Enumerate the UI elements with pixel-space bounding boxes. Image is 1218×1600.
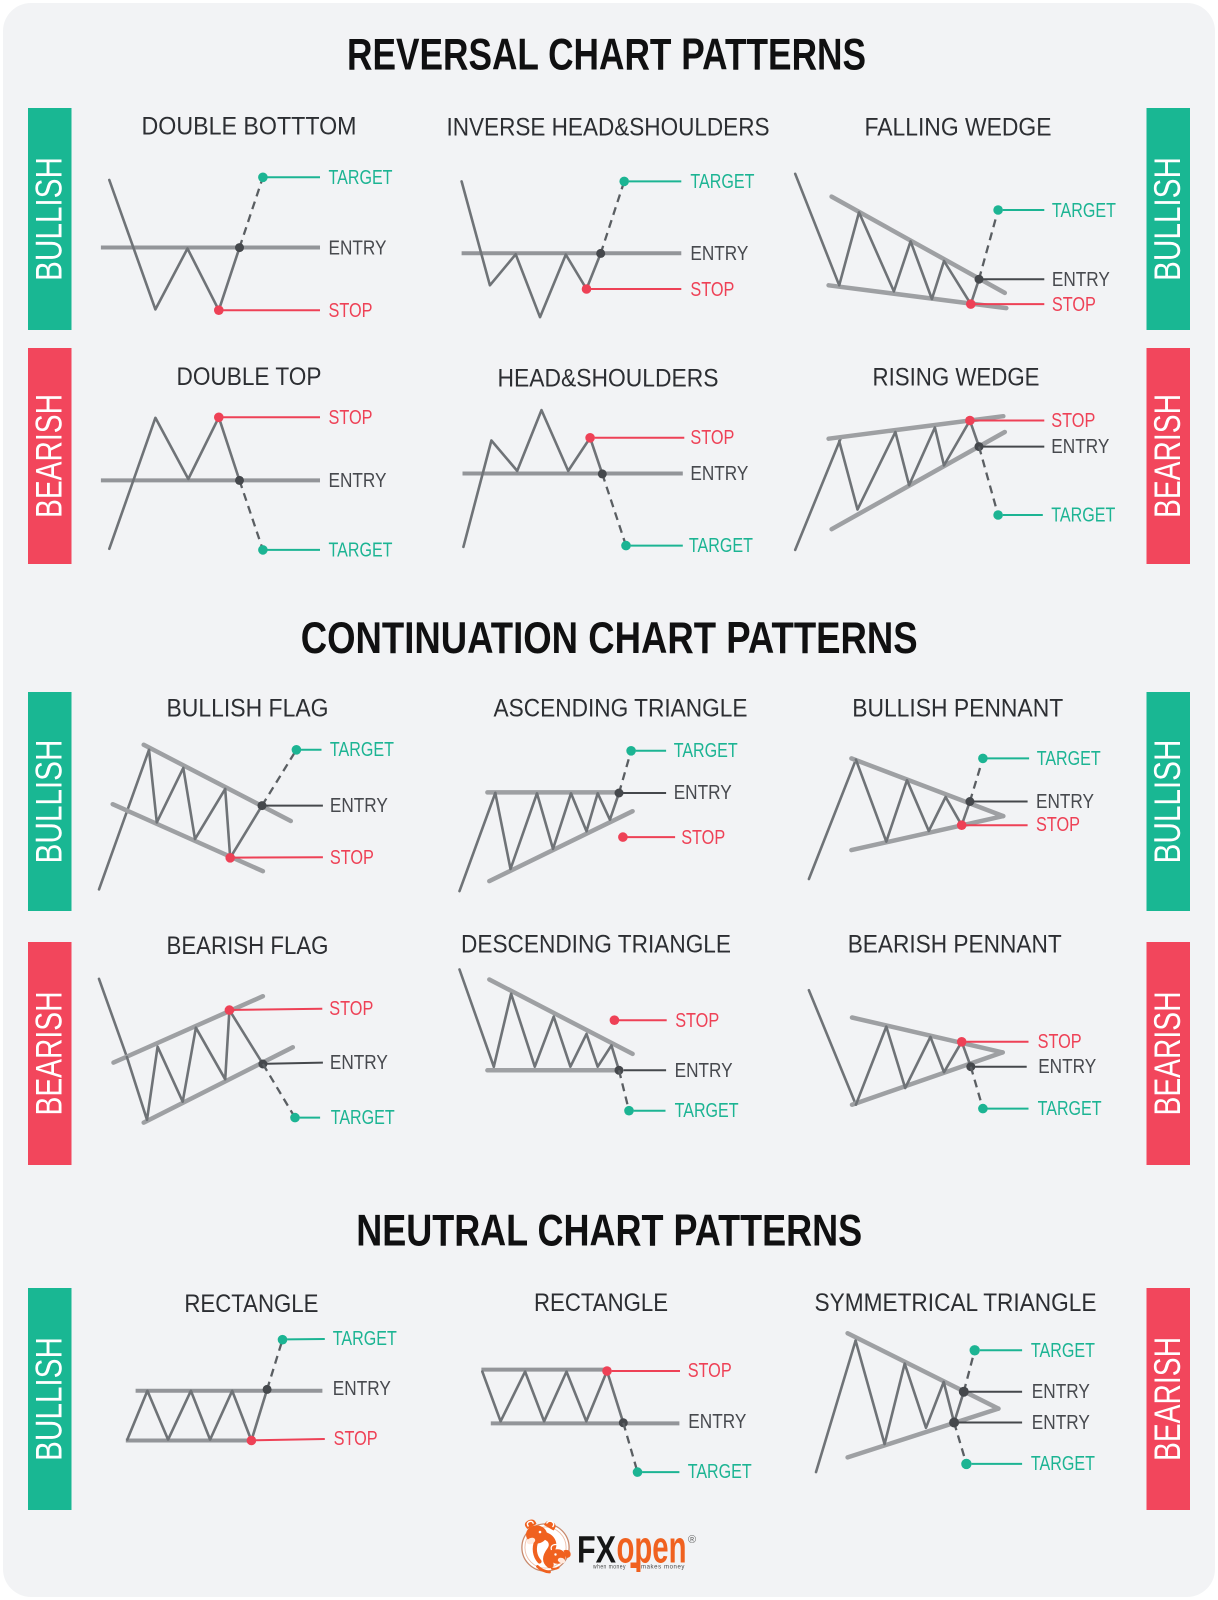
svg-text:SYMMETRICAL TRIANGLE: SYMMETRICAL TRIANGLE — [815, 1289, 1097, 1317]
svg-text:FX: FX — [577, 1530, 617, 1572]
svg-text:TARGET: TARGET — [331, 1107, 395, 1129]
svg-text:®: ® — [688, 1534, 696, 1546]
svg-text:BULLISH FLAG: BULLISH FLAG — [167, 695, 329, 723]
svg-text:TARGET: TARGET — [1051, 504, 1115, 526]
svg-text:ENTRY: ENTRY — [1036, 791, 1094, 813]
svg-text:INVERSE HEAD&SHOULDERS: INVERSE HEAD&SHOULDERS — [447, 114, 770, 142]
svg-text:BULLISH PENNANT: BULLISH PENNANT — [852, 695, 1063, 723]
svg-text:RISING WEDGE: RISING WEDGE — [873, 363, 1040, 391]
svg-text:DOUBLE BOTTTOM: DOUBLE BOTTTOM — [142, 113, 357, 141]
svg-text:STOP: STOP — [681, 827, 725, 849]
svg-text:CONTINUATION CHART PATTERNS: CONTINUATION CHART PATTERNS — [301, 614, 918, 663]
svg-text:TARGET: TARGET — [1031, 1453, 1095, 1475]
svg-text:STOP: STOP — [329, 300, 373, 322]
svg-text:ENTRY: ENTRY — [1052, 269, 1110, 291]
svg-text:TARGET: TARGET — [333, 1328, 397, 1350]
svg-text:ASCENDING TRIANGLE: ASCENDING TRIANGLE — [494, 695, 748, 723]
svg-text:ENTRY: ENTRY — [329, 237, 387, 259]
svg-text:RECTANGLE: RECTANGLE — [534, 1289, 668, 1317]
svg-text:DOUBLE TOP: DOUBLE TOP — [177, 363, 322, 391]
svg-text:ENTRY: ENTRY — [690, 243, 748, 265]
svg-text:ENTRY: ENTRY — [1032, 1381, 1090, 1403]
svg-text:REVERSAL CHART PATTERNS: REVERSAL CHART PATTERNS — [347, 30, 866, 79]
svg-text:DESCENDING TRIANGLE: DESCENDING TRIANGLE — [461, 930, 731, 958]
svg-text:BEARISH: BEARISH — [1147, 1337, 1188, 1461]
svg-text:HEAD&SHOULDERS: HEAD&SHOULDERS — [498, 365, 719, 393]
svg-text:TARGET: TARGET — [674, 740, 738, 762]
svg-text:STOP: STOP — [1036, 814, 1080, 836]
svg-text:BEARISH PENNANT: BEARISH PENNANT — [848, 930, 1062, 958]
svg-text:BULLISH: BULLISH — [1147, 157, 1188, 281]
svg-text:ENTRY: ENTRY — [329, 470, 387, 492]
svg-text:STOP: STOP — [329, 998, 373, 1020]
svg-text:makes money: makes money — [641, 1564, 685, 1571]
svg-text:TARGET: TARGET — [329, 167, 393, 189]
svg-text:when money: when money — [592, 1564, 626, 1571]
svg-text:TARGET: TARGET — [689, 535, 753, 557]
svg-text:BULLISH: BULLISH — [28, 1337, 69, 1461]
svg-text:ENTRY: ENTRY — [330, 1052, 388, 1074]
svg-text:BULLISH: BULLISH — [1147, 740, 1188, 864]
svg-text:BEARISH: BEARISH — [1147, 394, 1188, 518]
svg-text:STOP: STOP — [1052, 294, 1096, 316]
svg-text:BULLISH: BULLISH — [28, 740, 69, 864]
svg-text:TARGET: TARGET — [1038, 1098, 1102, 1120]
svg-text:ENTRY: ENTRY — [330, 795, 388, 817]
svg-text:BULLISH: BULLISH — [28, 157, 69, 281]
svg-text:BEARISH FLAG: BEARISH FLAG — [167, 932, 329, 960]
svg-text:STOP: STOP — [675, 1010, 719, 1032]
svg-text:STOP: STOP — [1038, 1031, 1082, 1053]
svg-text:ENTRY: ENTRY — [675, 1060, 733, 1082]
svg-text:TARGET: TARGET — [690, 171, 754, 193]
svg-text:NEUTRAL CHART PATTERNS: NEUTRAL CHART PATTERNS — [356, 1207, 862, 1256]
svg-text:STOP: STOP — [690, 279, 734, 301]
svg-text:ENTRY: ENTRY — [674, 782, 732, 804]
svg-text:ENTRY: ENTRY — [333, 1378, 391, 1400]
svg-text:BEARISH: BEARISH — [1147, 992, 1188, 1116]
svg-text:TARGET: TARGET — [1031, 1340, 1095, 1362]
svg-text:TARGET: TARGET — [329, 539, 393, 561]
svg-text:TARGET: TARGET — [688, 1461, 752, 1483]
svg-text:BEARISH: BEARISH — [28, 394, 69, 518]
svg-text:STOP: STOP — [330, 847, 374, 869]
svg-text:STOP: STOP — [688, 1360, 732, 1382]
svg-text:STOP: STOP — [1051, 410, 1095, 432]
svg-text:TARGET: TARGET — [675, 1100, 739, 1122]
svg-text:RECTANGLE: RECTANGLE — [184, 1290, 318, 1318]
svg-text:FALLING WEDGE: FALLING WEDGE — [865, 114, 1052, 142]
svg-text:ENTRY: ENTRY — [688, 1411, 746, 1433]
svg-text:ENTRY: ENTRY — [1032, 1412, 1090, 1434]
svg-text:open: open — [617, 1522, 687, 1573]
svg-text:TARGET: TARGET — [1037, 748, 1101, 770]
svg-text:BEARISH: BEARISH — [28, 992, 69, 1116]
svg-text:TARGET: TARGET — [330, 739, 394, 761]
svg-text:STOP: STOP — [690, 427, 734, 449]
svg-text:ENTRY: ENTRY — [1038, 1056, 1096, 1078]
svg-text:ENTRY: ENTRY — [1051, 436, 1109, 458]
svg-text:STOP: STOP — [334, 1428, 378, 1450]
svg-text:STOP: STOP — [329, 407, 373, 429]
svg-text:ENTRY: ENTRY — [690, 463, 748, 485]
svg-text:TARGET: TARGET — [1052, 200, 1116, 222]
